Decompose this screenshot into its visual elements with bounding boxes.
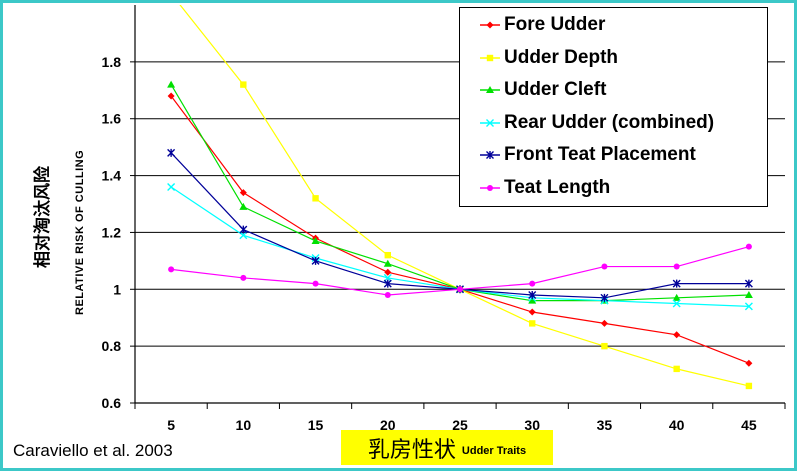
data-point bbox=[384, 251, 391, 259]
data-point bbox=[384, 291, 391, 298]
data-point bbox=[311, 256, 320, 265]
data-point bbox=[240, 81, 247, 88]
data-point bbox=[383, 259, 392, 267]
legend-marker bbox=[487, 184, 493, 191]
x-tick-label: 5 bbox=[167, 417, 175, 433]
y-axis-title: 相对淘汰风险 RELATIVE RISK OF CULLING bbox=[28, 100, 88, 320]
data-point bbox=[239, 189, 247, 197]
data-point bbox=[601, 342, 608, 350]
legend-symbol bbox=[480, 184, 500, 191]
legend-marker bbox=[486, 151, 494, 159]
data-point bbox=[168, 266, 175, 273]
data-point bbox=[528, 308, 536, 316]
data-point bbox=[744, 290, 753, 298]
legend-item: Front Teat Placement bbox=[460, 141, 769, 169]
data-point bbox=[384, 268, 392, 276]
x-tick-label: 25 bbox=[452, 417, 468, 433]
x-tick-label: 40 bbox=[669, 417, 685, 433]
x-tick-label: 20 bbox=[380, 417, 396, 433]
x-tick-label: 10 bbox=[236, 417, 252, 433]
data-point bbox=[744, 279, 753, 288]
legend-symbol bbox=[480, 151, 500, 159]
series-5 bbox=[168, 243, 752, 298]
data-point bbox=[672, 299, 681, 308]
y-tick-label: 1.8 bbox=[102, 54, 122, 70]
legend-symbol bbox=[480, 21, 500, 29]
series-layer bbox=[167, 5, 753, 390]
data-point bbox=[383, 279, 392, 288]
data-point bbox=[312, 195, 319, 202]
data-point bbox=[529, 280, 536, 287]
data-point bbox=[167, 92, 175, 100]
citation: Caraviello et al. 2003 bbox=[13, 441, 173, 460]
legend-item: Teat Length bbox=[460, 174, 769, 202]
data-point bbox=[600, 319, 608, 327]
legend-marker bbox=[486, 21, 494, 29]
data-point bbox=[239, 225, 248, 234]
y-tick-label: 0.8 bbox=[102, 338, 122, 354]
data-point bbox=[240, 274, 247, 281]
legend-item: Udder Cleft bbox=[460, 76, 769, 104]
legend-marker bbox=[486, 118, 494, 127]
legend-item: Udder Depth bbox=[460, 44, 769, 72]
data-point bbox=[745, 382, 753, 390]
y-tick-label: 0.6 bbox=[102, 395, 122, 411]
y-tick-label: 1 bbox=[113, 281, 121, 297]
data-point bbox=[167, 182, 176, 191]
data-point bbox=[312, 280, 319, 287]
axis-ticks: 0.6 0.8 1 1.2 1.4 1.6 1.8 5 10 15 20 25 30 35 40 45 bbox=[102, 54, 786, 433]
data-point bbox=[600, 293, 609, 302]
legend-label: Front Teat Placement bbox=[504, 144, 696, 165]
data-point bbox=[457, 286, 463, 293]
data-point bbox=[672, 293, 681, 301]
legend-marker bbox=[486, 54, 494, 61]
legend: Fore Udder Udder Depth Udder Cleft Rear Udd… bbox=[459, 7, 768, 207]
y-tick-label: 1.6 bbox=[102, 111, 122, 127]
x-axis-title-en: Udder Traits bbox=[461, 444, 527, 457]
x-axis-title-cn: 乳房性状 bbox=[367, 437, 456, 463]
data-point bbox=[528, 290, 537, 299]
data-point bbox=[239, 231, 248, 240]
y-axis-title-cn: 相对淘汰风险 bbox=[33, 166, 53, 268]
y-tick-label: 1.4 bbox=[102, 168, 122, 184]
data-point bbox=[673, 331, 681, 339]
data-point bbox=[167, 80, 176, 88]
data-point bbox=[673, 263, 680, 270]
legend-item: Fore Udder bbox=[460, 11, 769, 39]
data-point bbox=[744, 302, 753, 311]
data-point bbox=[311, 236, 320, 244]
data-point bbox=[383, 273, 392, 282]
x-axis-title: 乳房性状 Udder Traits bbox=[341, 430, 553, 465]
x-tick-label: 35 bbox=[597, 417, 613, 433]
data-point bbox=[601, 263, 608, 270]
x-tick-label: 30 bbox=[524, 417, 540, 433]
data-point bbox=[529, 320, 536, 327]
legend-label: Udder Depth bbox=[504, 46, 618, 68]
y-axis-title-en: RELATIVE RISK OF CULLING bbox=[74, 149, 86, 315]
data-point bbox=[239, 202, 248, 210]
legend-symbol bbox=[480, 86, 500, 93]
legend-label: Udder Cleft bbox=[504, 79, 607, 100]
y-tick-label: 1.2 bbox=[102, 224, 122, 240]
legend-label: Teat Length bbox=[504, 176, 611, 198]
data-point bbox=[745, 359, 753, 367]
axes bbox=[134, 5, 785, 404]
legend-label: Rear Udder (combined) bbox=[504, 111, 715, 133]
data-point bbox=[167, 148, 176, 157]
x-tick-label: 15 bbox=[308, 417, 324, 433]
legend-item: Rear Udder (combined) bbox=[460, 109, 769, 137]
legend-symbol bbox=[480, 118, 500, 127]
legend-symbol bbox=[480, 54, 500, 61]
legend-label: Fore Udder bbox=[504, 14, 606, 35]
data-point bbox=[672, 279, 681, 288]
data-point bbox=[673, 365, 680, 373]
data-point bbox=[528, 296, 537, 304]
x-tick-label: 45 bbox=[741, 417, 757, 433]
data-point bbox=[745, 243, 752, 250]
legend-marker bbox=[486, 86, 494, 93]
